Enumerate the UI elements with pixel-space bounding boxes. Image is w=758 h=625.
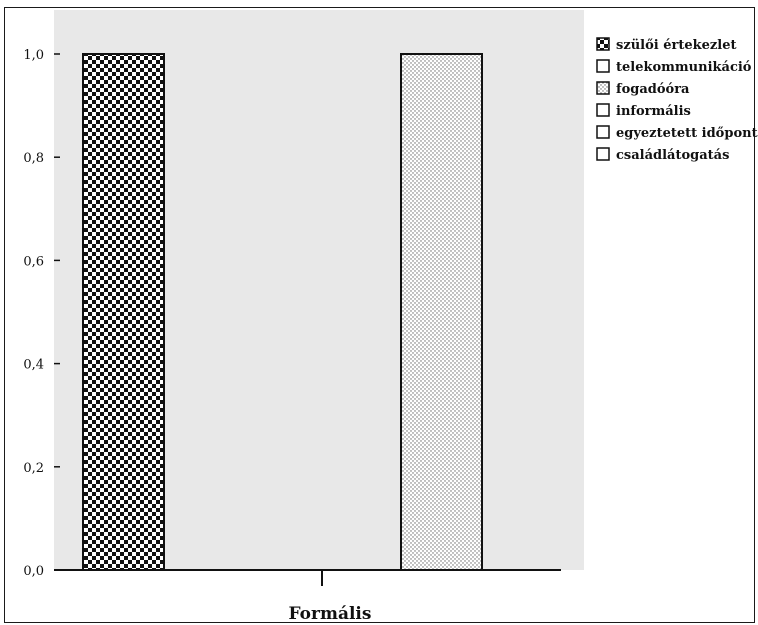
legend-label: informális (616, 104, 691, 119)
y-tick-label: 0,0 (23, 564, 44, 579)
legend: szülői értekezlet telekommunikáció fogadóó… (596, 37, 758, 163)
legend-label: családlátogatás (616, 148, 729, 163)
bars-group (82, 53, 483, 571)
bar-1 (82, 53, 165, 571)
y-axis: 0,0 0,2 0,4 0,6 0,8 1,0 (23, 48, 60, 579)
legend-swatch (596, 37, 610, 51)
y-tick-label: 0,2 (23, 461, 44, 476)
legend-swatch (596, 103, 610, 117)
legend-swatch (596, 81, 610, 95)
legend-swatch (596, 125, 610, 139)
bar-3 (400, 53, 483, 571)
legend-label: egyeztetett időpont (616, 126, 758, 141)
y-tick-label: 1,0 (23, 48, 44, 63)
y-tick-label: 0,6 (23, 254, 44, 269)
legend-label: szülői értekezlet (616, 38, 737, 53)
legend-swatch (596, 59, 610, 73)
y-tick-label: 0,8 (23, 151, 44, 166)
legend-swatch (596, 147, 610, 161)
legend-label: telekommunikáció (616, 60, 752, 75)
x-category-label: Formális (289, 604, 372, 624)
legend-label: fogadóóra (616, 82, 690, 97)
y-tick-label: 0,4 (23, 358, 44, 373)
